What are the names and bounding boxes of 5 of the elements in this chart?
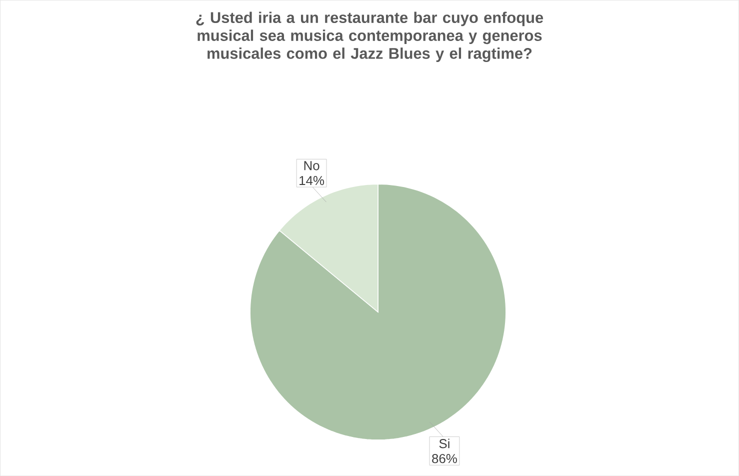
data-label: 14%	[300, 176, 324, 186]
data-label: 86%	[432, 454, 457, 464]
slice-label: No	[304, 161, 320, 170]
slice-label: Si	[439, 438, 450, 448]
chart-title: ¿ Usted iria a un restaurante bar cuyo enfoque musical sea musica contemporanea y generos musicales como el Jazz Blues y el ragtime?	[196, 12, 544, 62]
